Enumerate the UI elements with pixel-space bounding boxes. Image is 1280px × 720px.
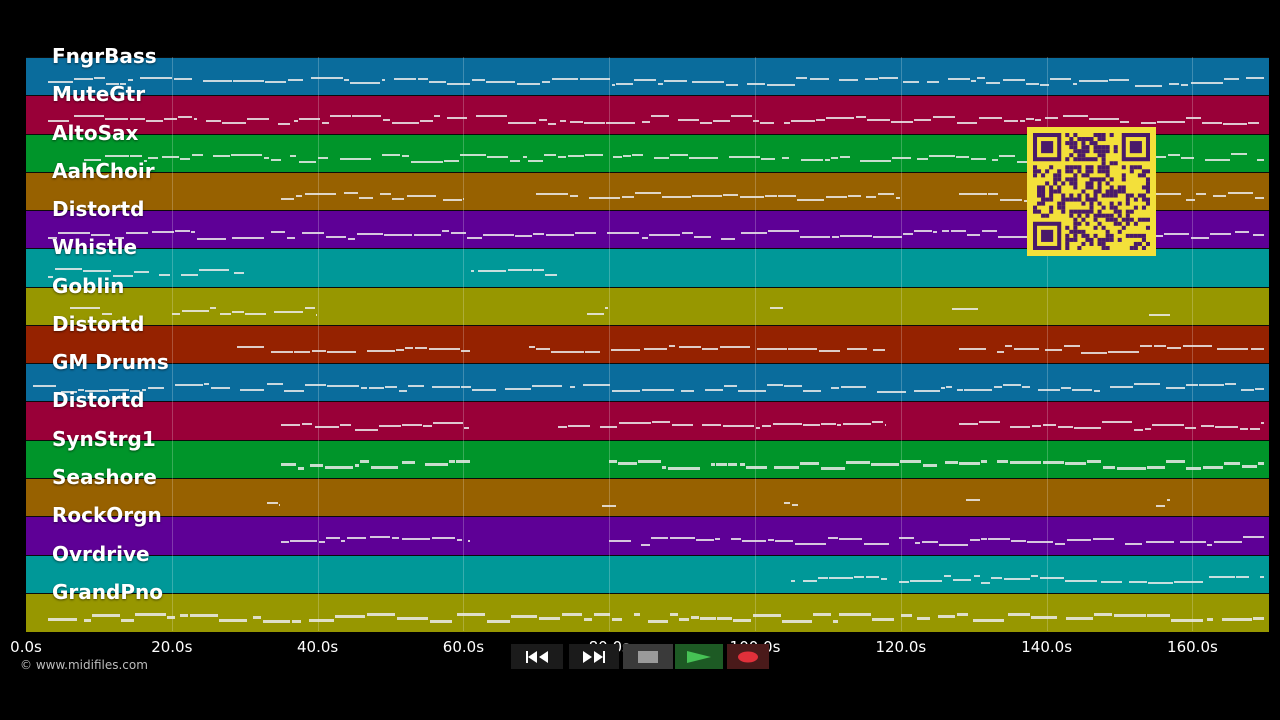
time-tick-label: 160.0s [1167, 638, 1218, 656]
play-icon [687, 650, 711, 663]
track-lane [26, 439, 1269, 479]
track-label: Goblin [52, 273, 125, 298]
qr-code [1027, 127, 1156, 256]
track-label: Distortd [52, 311, 145, 336]
fast-forward-icon [583, 650, 605, 663]
rewind-icon [526, 650, 548, 663]
track-label: Seashore [52, 464, 157, 489]
qr-code-icon [1033, 133, 1150, 250]
time-tick-label: 120.0s [875, 638, 927, 656]
track-lane [26, 477, 1269, 517]
track-lane [26, 363, 1269, 402]
fast-forward-button[interactable] [569, 644, 619, 669]
track-label: Whistle [52, 235, 138, 260]
stop-button[interactable] [623, 644, 673, 669]
play-button[interactable] [675, 644, 723, 669]
stop-icon [638, 650, 658, 663]
track-label: MuteGtr [52, 82, 146, 107]
track-label: AahChoir [52, 158, 155, 183]
track-label: Distortd [52, 197, 145, 222]
track-label: GM Drums [52, 350, 169, 375]
track-lane [26, 286, 1269, 326]
transport-controls [511, 644, 769, 669]
time-tick-label: 140.0s [1021, 638, 1073, 656]
track-lane [26, 592, 1269, 632]
track-label: SynStrg1 [52, 426, 156, 451]
time-tick-label: 40.0s [297, 638, 339, 656]
track-label: FngrBass [52, 44, 157, 68]
track-label: RockOrgn [52, 503, 162, 528]
track-label: GrandPno [52, 579, 163, 604]
track-lane [26, 554, 1269, 594]
rewind-button[interactable] [511, 644, 563, 669]
track-lane [26, 57, 1269, 96]
record-button[interactable] [727, 644, 769, 669]
record-icon [738, 651, 758, 662]
track-lane [26, 324, 1269, 364]
track-label: Distortd [52, 388, 145, 413]
track-lane [26, 401, 1269, 441]
track-label: Ovrdrive [52, 541, 150, 566]
copyright-text: © www.midifiles.com [20, 658, 148, 672]
time-tick-label: 60.0s [442, 638, 485, 656]
track-lane [26, 516, 1269, 555]
time-tick-label: 20.0s [151, 638, 193, 656]
time-tick-label: 0.0s [10, 638, 42, 656]
track-label: AltoSax [52, 120, 139, 145]
